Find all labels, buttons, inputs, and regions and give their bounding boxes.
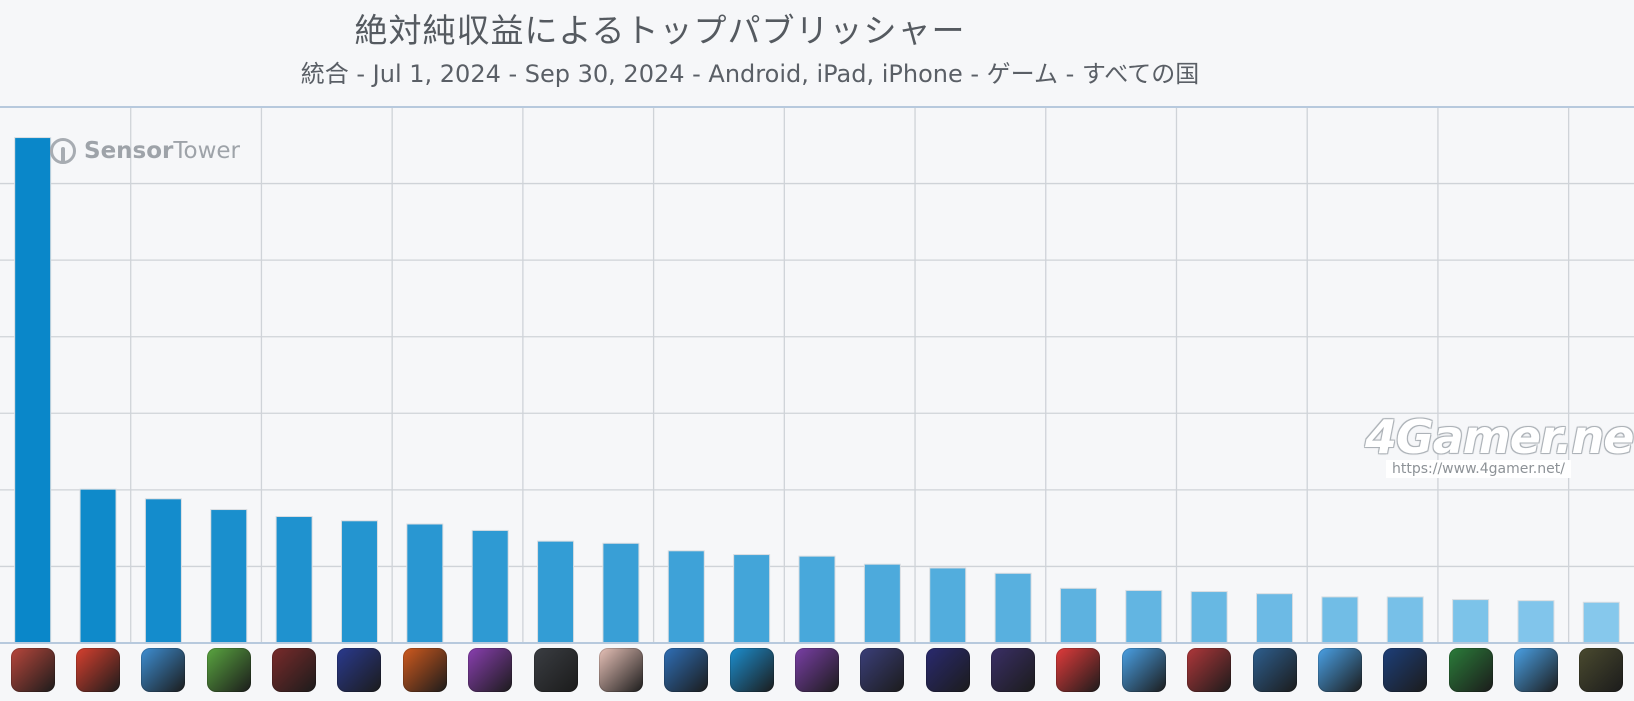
chart-title: 絶対純収益によるトップパブリッシャー	[354, 11, 966, 50]
bar-20	[1256, 593, 1294, 644]
bar-14	[863, 563, 901, 644]
sensortower-word-b: Tower	[173, 138, 241, 164]
bar-25	[1582, 601, 1620, 644]
app-icon-20	[1252, 648, 1297, 692]
app-icon-16	[991, 648, 1036, 692]
app-icon-13	[795, 648, 839, 692]
plot-area	[0, 107, 1634, 643]
app-icon-6	[337, 648, 382, 692]
bar-5	[275, 516, 313, 644]
app-icon-1	[10, 648, 55, 692]
bar-10	[602, 542, 640, 644]
app-icon-23	[1448, 648, 1493, 692]
app-icon-24	[1513, 648, 1558, 692]
app-icon-4	[206, 648, 251, 692]
bar-6	[340, 520, 378, 644]
bar-2	[79, 488, 117, 644]
app-icon-7	[402, 648, 447, 692]
app-icon-14	[860, 648, 905, 692]
app-icon-21	[1317, 648, 1362, 692]
app-icon-12	[729, 648, 774, 692]
sensortower-word-a: Sensor	[84, 138, 174, 164]
sensortower-logo-icon	[50, 138, 76, 164]
bar-17	[1059, 587, 1097, 644]
bar-chart	[0, 106, 1634, 644]
fourgamer-watermark: 4Gamer.net	[1365, 410, 1634, 464]
bar-19	[1190, 591, 1228, 644]
app-icon-10	[598, 648, 643, 692]
bar-7	[406, 523, 444, 644]
app-icon-9	[533, 648, 578, 692]
bar-13	[798, 555, 836, 644]
app-icon-5	[272, 648, 317, 692]
bar-11	[667, 550, 705, 644]
sensortower-watermark: Sensor Tower	[50, 138, 240, 164]
fourgamer-url: https://www.4gamer.net/	[1386, 460, 1571, 478]
bar-1	[14, 137, 52, 644]
bar-4	[210, 509, 248, 644]
bar-24	[1517, 600, 1555, 644]
app-icon-row	[0, 648, 1634, 701]
bar-21	[1321, 596, 1359, 644]
bar-12	[733, 554, 771, 644]
app-icon-3	[141, 648, 186, 692]
bar-23	[1452, 599, 1490, 644]
app-icon-8	[468, 648, 513, 692]
app-icon-19	[1187, 648, 1232, 692]
bar-3	[144, 498, 182, 644]
bar-15	[929, 567, 967, 644]
app-icon-15	[925, 648, 970, 692]
bar-9	[537, 540, 575, 644]
app-icon-18	[1121, 648, 1166, 692]
bar-16	[994, 572, 1032, 644]
app-icon-22	[1383, 648, 1428, 692]
chart-subtitle: 統合 - Jul 1, 2024 - Sep 30, 2024 - Androi…	[300, 60, 1200, 88]
app-icon-17	[1056, 648, 1101, 692]
bar-18	[1125, 589, 1163, 644]
bar-22	[1386, 596, 1424, 644]
app-icon-11	[664, 648, 709, 692]
app-icon-25	[1579, 648, 1624, 692]
app-icon-2	[76, 648, 121, 692]
bar-8	[471, 529, 509, 644]
